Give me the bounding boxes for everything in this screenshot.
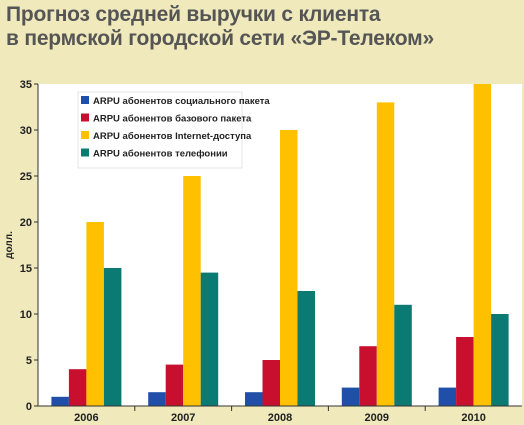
bar-2008-series-1 [245, 392, 263, 406]
legend-swatch [81, 113, 89, 122]
bar-2007-series-4 [200, 272, 219, 406]
bar-2006-series-4 [103, 268, 122, 406]
bar-2007-series-2 [165, 364, 184, 406]
legend-label: ARPU абонентов телефонии [93, 149, 228, 160]
legend-label: ARPU абонентов базового пакета [93, 114, 252, 125]
x-tick-label: 2008 [268, 412, 292, 424]
legend-label: ARPU абонентов социального пакета [93, 96, 270, 107]
y-tick-label: 0 [26, 401, 32, 413]
bar-2009-series-3 [376, 102, 395, 407]
bar-2010-series-4 [491, 314, 509, 406]
bar-2009-series-2 [359, 346, 377, 406]
y-tick-label: 30 [20, 125, 32, 137]
y-tick-label: 5 [26, 355, 32, 367]
bar-2008-series-4 [297, 291, 315, 406]
bar-2010-series-1 [438, 387, 457, 406]
legend-swatch [81, 96, 89, 104]
y-axis: 0 5 10 15 20 25 30 35 [20, 79, 39, 413]
bar-2008-series-2 [262, 360, 280, 406]
bars [51, 84, 509, 407]
chart-title-line-2: в пермской городской сети «ЭР-Телеком» [6, 27, 434, 50]
x-tick-label: 2010 [461, 412, 485, 424]
chart-title-line-1: Прогноз средней выручки с клиента [6, 3, 381, 26]
y-tick-label: 10 [20, 309, 32, 321]
chart-title: Прогноз средней выручки с клиента в перм… [6, 3, 518, 51]
x-tick-label: 2009 [365, 412, 389, 424]
x-tick-label: 2006 [74, 412, 98, 424]
y-tick-label: 35 [20, 79, 32, 91]
bar-2009-series-1 [341, 387, 360, 406]
y-tick-label: 20 [20, 217, 32, 229]
bar-2010-series-3 [473, 84, 492, 406]
legend-swatch [81, 148, 89, 157]
legend-box [77, 91, 243, 169]
bar-2006-series-2 [68, 369, 87, 406]
x-tick-label: 2007 [171, 412, 195, 424]
y-tick-label: 15 [20, 263, 32, 275]
bar-2007-series-3 [183, 176, 201, 406]
x-axis: 2006 2007 2008 2009 2010 [38, 405, 522, 424]
bar-2010-series-2 [456, 337, 474, 406]
y-tick-label: 25 [20, 171, 32, 183]
legend-label: ARPU абонентов Internet-доступа [93, 131, 252, 142]
legend: ARPU абонентов социального пакета ARPU аб… [77, 91, 270, 169]
y-axis-label: долл. [4, 231, 15, 259]
bar-2006-series-1 [51, 396, 69, 406]
legend-swatch [81, 131, 89, 139]
bar-2006-series-3 [86, 222, 104, 406]
bar-2007-series-1 [148, 392, 166, 406]
bar-2009-series-4 [394, 304, 412, 406]
bar-2008-series-3 [280, 130, 298, 406]
